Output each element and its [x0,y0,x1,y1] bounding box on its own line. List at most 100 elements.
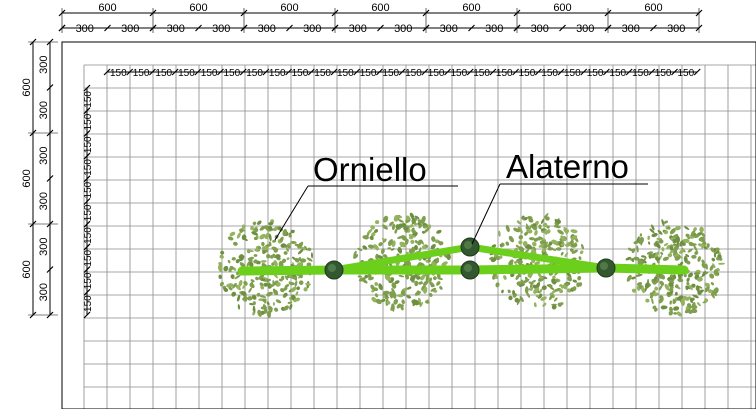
leaf [520,279,524,284]
leaf [217,264,223,272]
leaf [414,215,420,220]
leaf [289,303,293,310]
leaf [709,265,714,271]
leaf [710,282,714,286]
leaf [689,298,694,303]
leaf [534,229,538,236]
leaf [259,225,266,231]
leaf [551,304,557,310]
leaf [223,287,229,292]
dimension-tick [512,68,520,76]
leaf [687,236,691,240]
leaf [401,299,405,305]
leaf [399,223,407,228]
leaf [673,245,679,251]
leaf [679,261,684,266]
leaf [672,274,677,280]
leaf [403,227,409,231]
leaf [527,272,533,278]
leaf [290,240,297,245]
shrub-dot-highlight [328,264,336,272]
leaf [715,257,721,261]
dimension-tick [126,68,134,76]
leaf [661,219,665,226]
leaf [543,213,549,219]
leaf [691,283,696,288]
leaf [369,235,374,241]
dimension-tick [149,24,157,32]
leaf [380,298,386,302]
leaf [687,248,693,253]
leaf [383,215,389,223]
leaf [370,232,376,237]
row-dim-label: 150 [155,68,172,79]
leaf [299,246,307,251]
leaf [419,302,424,308]
leaf [627,247,633,252]
leaf [253,259,258,264]
leaf [391,282,397,289]
leaf [715,247,720,252]
leaf [425,275,429,282]
leaf [219,254,224,259]
leaf [684,308,691,314]
leaf [648,241,651,245]
leaf [501,289,504,294]
leaf [409,275,416,282]
leaf [437,277,443,280]
left-major-dim-label: 600 [21,169,33,187]
leaf [718,262,726,265]
dimension-tick [83,152,91,160]
leaf [653,292,659,297]
leaf [414,291,421,296]
leaf [674,255,681,261]
leaf [516,220,521,225]
leaf [673,306,680,311]
leaf [663,230,669,235]
left-major-dim-label: 600 [21,260,33,278]
leaf [508,295,513,301]
leaf [495,282,500,288]
row-dim-label: 150 [655,68,672,79]
leaf [383,254,388,259]
leaf [381,237,386,241]
dimension-tick [104,24,111,32]
leaf [659,295,664,300]
leaf [231,257,236,261]
leaf [636,281,643,286]
leaf [264,225,270,231]
leaf [274,307,279,312]
leaf [631,248,636,254]
dimension-tick [46,84,54,91]
leaf [559,284,562,287]
leaf [236,232,241,239]
row-dim-label: 150 [178,68,195,79]
leaf [668,282,674,288]
leaf [249,281,253,287]
leaf [400,304,404,311]
leaf [382,224,388,230]
leaf [268,233,272,242]
leaf [658,284,663,291]
leaf [283,305,289,311]
dimension-tick [83,175,91,183]
leaf [500,242,505,247]
leaf [571,235,578,240]
grid [83,64,756,409]
leaf [362,245,368,250]
leaf [358,277,366,282]
leaf [269,284,274,288]
top-minor-dim-label: 300 [349,23,367,35]
leaf [546,229,551,234]
leaf [676,311,682,317]
leaf [394,228,398,234]
leaf [384,274,392,282]
dimension-tick [83,220,91,228]
leaf [388,239,393,247]
dimension-tick [580,68,588,76]
leaf [267,293,271,297]
row-dim-label: 150 [314,68,331,79]
leaf [282,228,288,237]
leaf [290,286,297,293]
leaf [669,306,673,313]
